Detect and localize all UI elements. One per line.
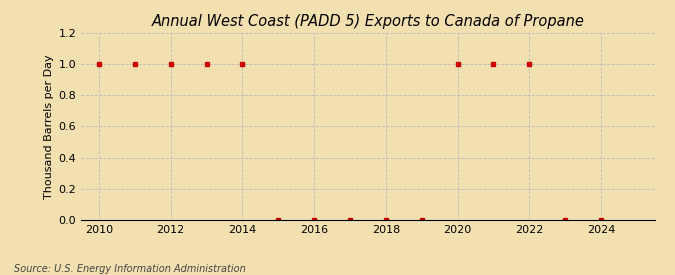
Title: Annual West Coast (PADD 5) Exports to Canada of Propane: Annual West Coast (PADD 5) Exports to Ca… (151, 14, 585, 29)
Text: Source: U.S. Energy Information Administration: Source: U.S. Energy Information Administ… (14, 264, 245, 274)
Y-axis label: Thousand Barrels per Day: Thousand Barrels per Day (45, 54, 54, 199)
